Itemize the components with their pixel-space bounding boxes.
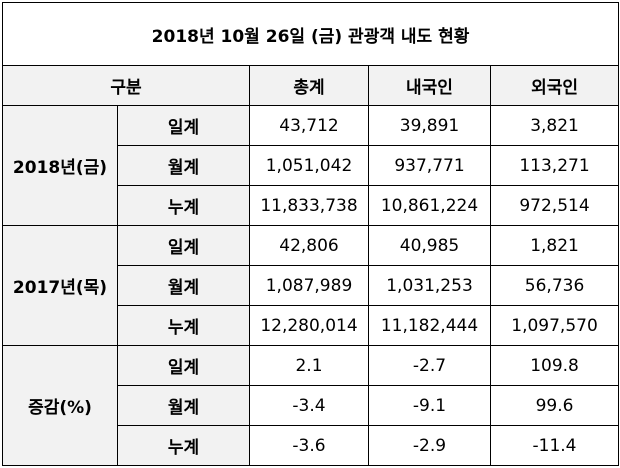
table-title: 2018년 10월 26일 (금) 관광객 내도 현황: [1, 2, 620, 66]
cell-foreign: -11.4: [489, 425, 620, 466]
table-row: 월계 1,051,042 937,771 113,271: [3, 145, 620, 186]
row-label: 일계: [117, 225, 250, 266]
cell-domestic: 11,182,444: [368, 305, 491, 346]
cell-foreign: 972,514: [489, 185, 620, 226]
header-domestic: 내국인: [368, 65, 491, 106]
group-label-2018: 2018년(금): [2, 105, 118, 226]
cell-total: 1,087,989: [249, 265, 369, 306]
row-label: 누계: [117, 185, 250, 226]
row-label: 누계: [117, 425, 250, 466]
row-label: 누계: [117, 305, 250, 346]
cell-domestic: 1,031,253: [368, 265, 491, 306]
cell-domestic: 39,891: [368, 105, 491, 146]
cell-total: 1,051,042: [249, 145, 369, 186]
table-row: 누계 12,280,014 11,182,444 1,097,570: [3, 305, 620, 346]
cell-foreign: 113,271: [489, 145, 620, 186]
table-row: 2018년(금) 일계 43,712 39,891 3,821: [2, 105, 620, 226]
cell-total: -3.6: [249, 425, 369, 466]
cell-domestic: -9.1: [368, 385, 491, 426]
table-row: 증감(%) 일계 2.1 -2.7 109.8: [2, 345, 620, 466]
row-label: 월계: [117, 385, 250, 426]
header-total: 총계: [249, 65, 369, 106]
cell-total: 2.1: [249, 345, 369, 386]
cell-total: 12,280,014: [249, 305, 369, 346]
table-row: 월계 -3.4 -9.1 99.6: [3, 385, 620, 426]
cell-total: 43,712: [249, 105, 369, 146]
cell-foreign: 3,821: [489, 105, 620, 146]
group-label-2017: 2017년(목): [2, 225, 118, 346]
table-row: 누계 -3.6 -2.9 -11.4: [3, 425, 620, 466]
row-label: 일계: [117, 345, 250, 386]
header-category: 구분: [2, 65, 250, 106]
cell-total: 42,806: [249, 225, 369, 266]
cell-foreign: 99.6: [489, 385, 620, 426]
table-row: 누계 11,833,738 10,861,224 972,514: [3, 185, 620, 226]
row-label: 월계: [117, 265, 250, 306]
table-row: 2017년(목) 일계 42,806 40,985 1,821: [2, 225, 620, 346]
cell-total: 11,833,738: [249, 185, 369, 226]
row-label: 월계: [117, 145, 250, 186]
header-foreign: 외국인: [489, 65, 620, 106]
group-label-change: 증감(%): [2, 345, 118, 466]
cell-domestic: 937,771: [368, 145, 491, 186]
cell-foreign: 56,736: [489, 265, 620, 306]
cell-foreign: 1,097,570: [489, 305, 620, 346]
cell-foreign: 109.8: [489, 345, 620, 386]
cell-domestic: -2.9: [368, 425, 491, 466]
cell-domestic: 10,861,224: [368, 185, 491, 226]
cell-domestic: 40,985: [368, 225, 491, 266]
table-row: 월계 1,087,989 1,031,253 56,736: [3, 265, 620, 306]
cell-total: -3.4: [249, 385, 369, 426]
cell-foreign: 1,821: [489, 225, 620, 266]
cell-domestic: -2.7: [368, 345, 491, 386]
row-label: 일계: [117, 105, 250, 146]
